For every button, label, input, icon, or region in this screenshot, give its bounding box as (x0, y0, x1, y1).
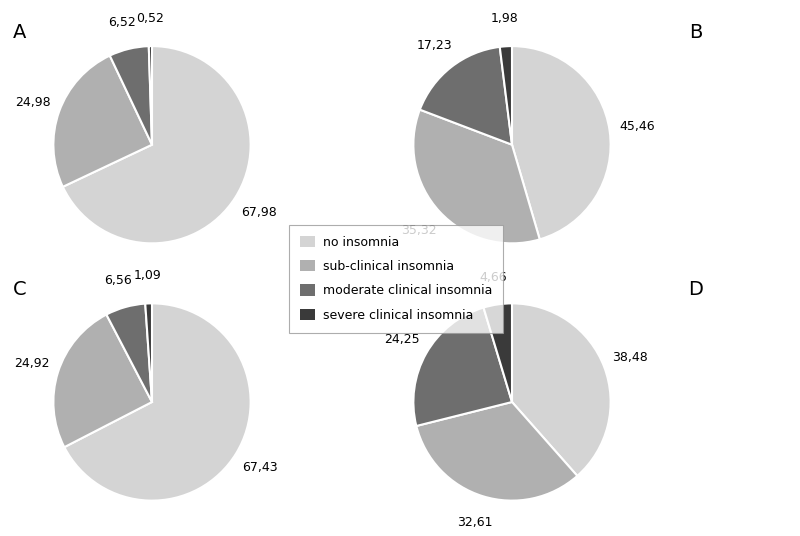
Wedge shape (54, 315, 152, 447)
Text: 35,32: 35,32 (402, 224, 437, 237)
Wedge shape (420, 47, 512, 145)
Wedge shape (146, 303, 152, 402)
Wedge shape (500, 46, 512, 145)
Text: 1,09: 1,09 (134, 269, 162, 282)
Text: 67,98: 67,98 (241, 206, 277, 219)
Wedge shape (483, 303, 512, 402)
Wedge shape (63, 46, 250, 243)
Wedge shape (149, 46, 152, 145)
Text: 6,52: 6,52 (109, 16, 136, 28)
Text: 1,98: 1,98 (490, 12, 518, 25)
Text: 32,61: 32,61 (457, 516, 492, 529)
Text: 24,92: 24,92 (14, 358, 50, 370)
Text: 6,56: 6,56 (104, 274, 132, 287)
Text: A: A (14, 23, 26, 42)
Text: D: D (689, 280, 703, 299)
Wedge shape (512, 46, 610, 240)
Wedge shape (414, 110, 540, 243)
Wedge shape (106, 303, 152, 402)
Wedge shape (110, 46, 152, 145)
Text: 4,66: 4,66 (480, 271, 507, 284)
Text: 24,25: 24,25 (384, 333, 420, 346)
Text: C: C (13, 280, 27, 299)
Text: 24,98: 24,98 (15, 96, 51, 109)
Text: 38,48: 38,48 (612, 351, 648, 364)
Text: 17,23: 17,23 (416, 39, 452, 52)
Legend: no insomnia, sub-clinical insomnia, moderate clinical insomnia, severe clinical : no insomnia, sub-clinical insomnia, mode… (289, 225, 503, 333)
Wedge shape (512, 303, 610, 476)
Text: 67,43: 67,43 (242, 461, 278, 474)
Wedge shape (414, 308, 512, 426)
Text: 0,52: 0,52 (136, 12, 164, 25)
Wedge shape (416, 402, 578, 501)
Wedge shape (54, 56, 152, 187)
Text: B: B (690, 23, 702, 42)
Wedge shape (64, 303, 250, 501)
Text: 45,46: 45,46 (619, 120, 654, 133)
